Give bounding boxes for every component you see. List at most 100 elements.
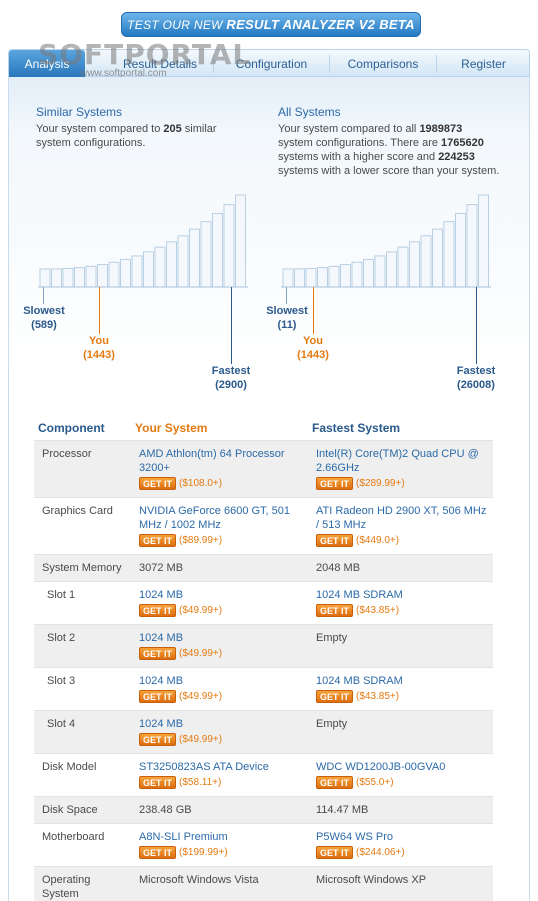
component-name: Operating System [34,865,131,901]
distribution-bar [374,255,386,288]
buy-group: GET IT ($49.99+) [139,733,304,747]
get-it-button[interactable]: GET IT [316,534,353,547]
price-link[interactable]: ($58.11+) [179,776,222,788]
tab-register[interactable]: Register [461,57,506,71]
tab-result-details[interactable]: Result Details [122,57,198,71]
price-link[interactable]: ($49.99+) [179,690,223,702]
get-it-button[interactable]: GET IT [139,647,176,660]
tab-comparisons[interactable]: Comparisons [347,57,419,71]
your-system-value[interactable]: A8N-SLI Premium [139,830,228,843]
fastest-marker [476,287,477,364]
price-link[interactable]: ($289.99+) [356,477,405,489]
distribution-bar [386,251,397,288]
your-system-cell: Microsoft Windows Vista [131,865,308,901]
price-link[interactable]: ($43.85+) [356,604,400,616]
component-name: Disk Model [34,752,131,796]
table-row: Slot 2 1024 MB GET IT ($49.99+) Empty [34,623,493,667]
distribution-bar [143,251,154,288]
buy-group: GET IT ($289.99+) [316,477,489,491]
your-system-cell: 1024 MB GET IT ($49.99+) [131,709,308,753]
distribution-bar [85,265,97,288]
get-it-button[interactable]: GET IT [139,776,176,789]
fastest-system-value[interactable]: WDC WD1200JB-00GVA0 [316,760,446,773]
softportal-url: www.softportal.com [80,68,167,79]
tab-configuration[interactable]: Configuration [235,57,308,71]
your-system-value[interactable]: NVIDIA GeForce 6600 GT, 501 MHz / 1002 M… [139,504,291,531]
your-system-cell: AMD Athlon(tm) 64 Processor 3200+ GET IT(… [131,439,308,497]
distribution-bar [97,264,108,288]
fastest-system-value: Empty [316,631,348,644]
fastest-system-value: 2048 MB [316,561,361,574]
get-it-button[interactable]: GET IT [316,477,353,490]
component-name: Slot 2 [34,623,131,667]
price-link[interactable]: ($49.99+) [179,733,223,745]
fastest-system-value: Microsoft Windows XP [316,873,427,886]
tab-bar: Analysis Result Details Configuration Co… [8,49,530,77]
distribution-bar [51,268,62,288]
distribution-bar [177,235,189,288]
buy-group: GET IT ($49.99+) [139,604,304,618]
component-name: System Memory [34,553,131,581]
table-row: Slot 4 1024 MB GET IT ($49.99+) Empty [34,709,493,753]
price-link[interactable]: ($55.0+) [356,776,394,788]
component-column-header: Component [38,421,105,436]
fastest-system-value[interactable]: Intel(R) Core(TM)2 Quad CPU @ 2.66GHz [316,447,479,474]
price-link[interactable]: ($199.99+) [179,846,228,858]
tab-divider [436,55,437,73]
component-name: Slot 1 [34,580,131,624]
all-you-marker [313,287,314,334]
your-system-value[interactable]: 1024 MB [139,588,184,601]
fastest-system-cell: Empty [308,709,493,753]
get-it-button[interactable]: GET IT [139,690,176,703]
get-it-button[interactable]: GET IT [139,733,176,746]
distribution-bar [200,221,212,288]
price-link[interactable]: ($108.0+) [179,477,223,489]
price-link[interactable]: ($244.06+) [356,846,405,858]
fastest-system-cell: Intel(R) Core(TM)2 Quad CPU @ 2.66GHz GET… [308,439,493,497]
fastest-system-value[interactable]: P5W64 WS Pro [316,830,394,843]
get-it-button[interactable]: GET IT [316,776,353,789]
buy-group: GET IT ($58.11+) [139,776,304,790]
price-link[interactable]: ($49.99+) [179,604,223,616]
get-it-button[interactable]: GET IT [139,604,176,617]
price-link[interactable]: ($89.99+) [179,534,223,546]
price-link[interactable]: ($49.99+) [179,647,223,659]
your-system-value[interactable]: AMD Athlon(tm) 64 Processor 3200+ [139,447,285,474]
banner-prefix: TEST OUR NEW [127,18,227,32]
get-it-button[interactable]: GET IT [316,846,353,859]
distribution-bar [62,267,74,288]
fastest-system-value[interactable]: 1024 MB SDRAM [316,588,403,601]
get-it-button[interactable]: GET IT [139,846,176,859]
distribution-bar [317,267,328,288]
table-row: Slot 3 1024 MB GET IT ($49.99+) 1024 MB SDRA… [34,666,493,710]
result-analyzer-banner[interactable]: TEST OUR NEW RESULT ANALYZER V2 BETA [121,12,421,37]
get-it-button[interactable]: GET IT [139,477,176,490]
fastest-system-value[interactable]: 1024 MB SDRAM [316,674,403,687]
component-name: Graphics Card [34,496,131,554]
buy-group: GET IT ($449.0+) [316,534,489,548]
fastest-system-cell: ATI Radeon HD 2900 XT, 506 MHz / 513 MHz… [308,496,493,554]
your-system-value[interactable]: ST3250823AS ATA Device [139,760,269,773]
fastest-system-cell: 1024 MB SDRAM GET IT ($43.85+) [308,666,493,710]
fastest-system-value[interactable]: ATI Radeon HD 2900 XT, 506 MHz / 513 MHz [316,504,487,531]
all-systems-distribution-graph [281,194,491,288]
get-it-button[interactable]: GET IT [139,534,176,547]
your-system-value[interactable]: 1024 MB [139,631,184,644]
your-system-value[interactable]: 1024 MB [139,717,184,730]
table-row: Processor AMD Athlon(tm) 64 Processor 320… [34,439,493,497]
all-systems-description: Your system compared to all 1989873 syst… [278,123,500,177]
get-it-button[interactable]: GET IT [316,690,353,703]
price-link[interactable]: ($449.0+) [356,534,400,546]
get-it-button[interactable]: GET IT [316,604,353,617]
your-system-value: 3072 MB [139,561,184,574]
component-name: Processor [34,439,131,497]
similar-you-label: You (1443) [83,335,115,361]
your-system-value: Microsoft Windows Vista [139,873,259,886]
your-system-value[interactable]: 1024 MB [139,674,184,687]
distribution-bar [340,264,351,288]
your-system-column-header: Your System [135,421,208,436]
price-link[interactable]: ($43.85+) [356,690,400,702]
your-system-cell: ST3250823AS ATA Device GET IT ($58.11+) [131,752,308,796]
tab-analysis[interactable]: Analysis [9,50,85,77]
distribution-bar [120,258,131,288]
